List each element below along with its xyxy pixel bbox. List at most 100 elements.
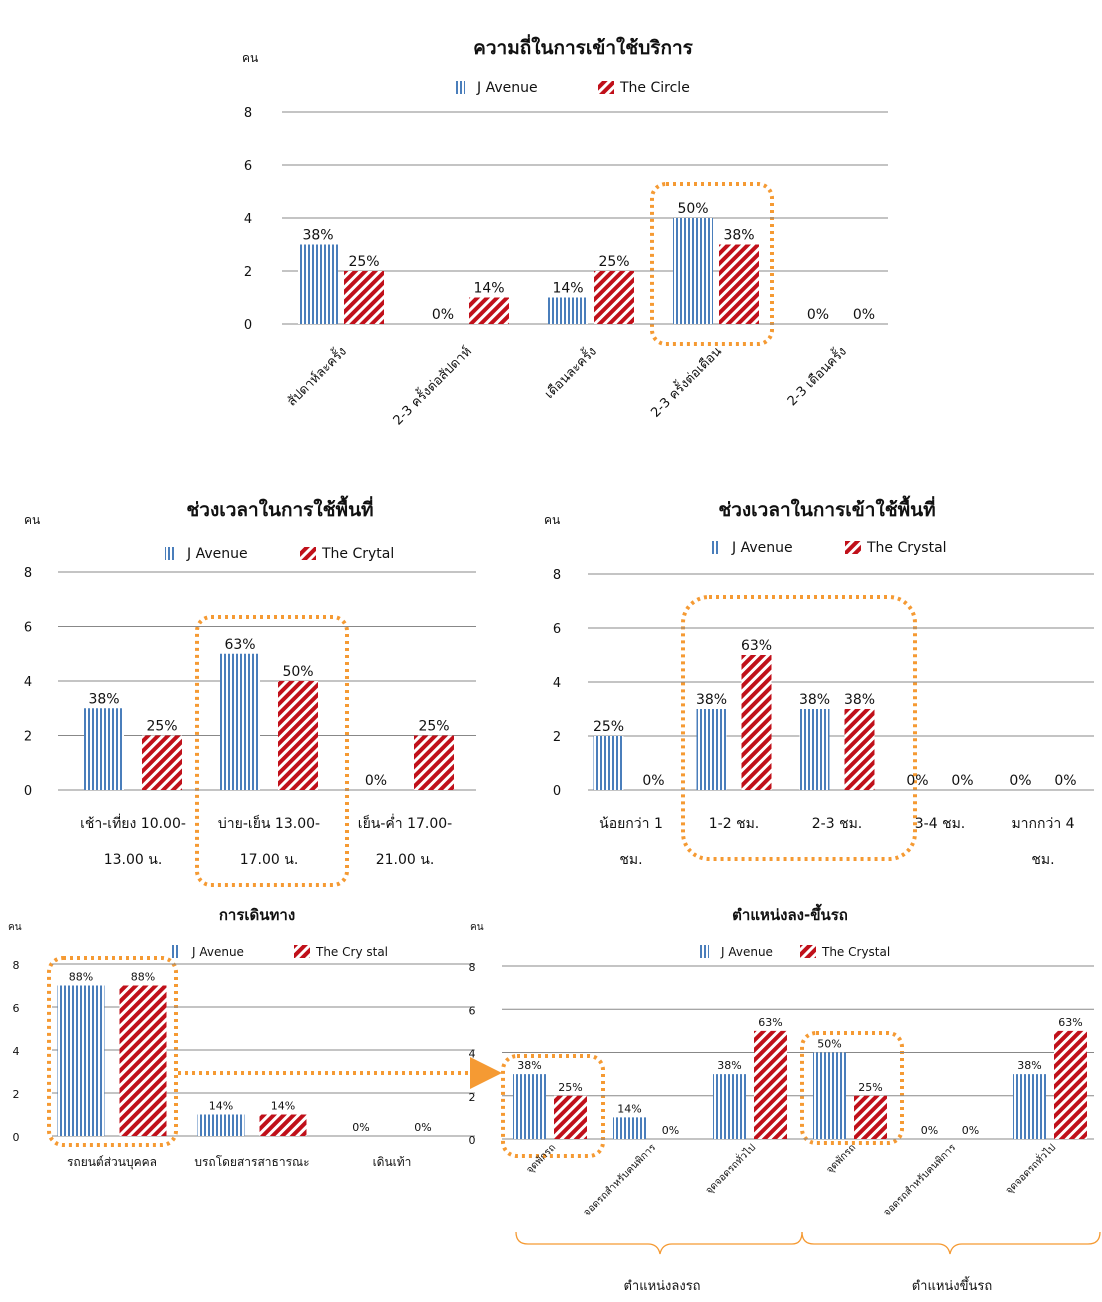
y-tick-label: 2 [469, 1091, 476, 1104]
bar [1054, 1031, 1087, 1139]
data-label: 25% [858, 1081, 882, 1094]
legend-label: J Avenue [731, 540, 793, 556]
legend-label: The Crytal [321, 546, 394, 562]
chart-title: การเดินทาง [219, 906, 295, 924]
legend-label: J Avenue [191, 945, 244, 959]
bar [613, 1117, 646, 1139]
legend-swatch [170, 945, 180, 958]
data-label: 0% [807, 307, 829, 323]
chart-2: ช่วงเวลาในการใช้พื้นที่คน02468J Avenue Th… [24, 495, 476, 868]
data-label: 25% [593, 719, 624, 735]
y-tick-label: 0 [553, 784, 561, 799]
x-tick-label: 2-3 ครั้งต่อเดือน [646, 342, 725, 421]
legend-swatch [294, 945, 310, 958]
legend-label: The Cry stal [315, 945, 388, 959]
y-tick-label: 8 [244, 106, 252, 121]
bar [813, 1053, 846, 1140]
data-label: 63% [224, 637, 255, 653]
x-tick-label: เดือนละครั้ง [540, 342, 600, 402]
y-tick-label: 8 [553, 568, 561, 583]
highlight-box [197, 617, 347, 885]
bar [84, 708, 124, 790]
legend-swatch [710, 541, 720, 554]
y-axis-label: คน [24, 513, 40, 527]
data-label: 0% [662, 1124, 679, 1137]
data-label: 38% [723, 228, 754, 244]
data-label: 0% [962, 1124, 979, 1137]
y-tick-label: 6 [244, 159, 252, 174]
data-label: 0% [853, 307, 875, 323]
x-tick-label: บรถโดยสารสาธารณะ [194, 1155, 309, 1169]
x-tick-label: 2-3 ครั้งต่อสัปดาห์ [388, 342, 474, 428]
x-tick-label: จุดพักรถ [525, 1142, 559, 1176]
x-tick-label: จุดพักรถ [825, 1142, 859, 1176]
legend-label: The Crystal [821, 945, 890, 959]
chart-title: ตำแหน่งลง-ขึ้นรถ [732, 903, 848, 924]
legend-label: J Avenue [186, 546, 248, 562]
y-tick-label: 0 [24, 784, 32, 799]
data-label: 38% [88, 691, 119, 707]
data-label: 0% [642, 773, 664, 789]
group-label: ตำแหน่งลงรถ [623, 1279, 700, 1294]
bar [198, 1115, 245, 1137]
bar [594, 736, 624, 790]
data-label: 50% [817, 1038, 841, 1051]
data-label: 0% [1054, 773, 1076, 789]
data-label: 38% [696, 692, 727, 708]
y-tick-label: 0 [13, 1131, 20, 1144]
x-tick-label: เย็น-ค่ำ 17.00- [358, 814, 452, 832]
bar [260, 1115, 307, 1137]
data-label: 0% [906, 773, 928, 789]
legend-label: The Crystal [866, 540, 947, 556]
data-label: 0% [1009, 773, 1031, 789]
data-label: 38% [517, 1059, 541, 1072]
bar [1013, 1074, 1046, 1139]
data-label: 14% [552, 281, 583, 297]
legend-swatch [300, 547, 316, 560]
x-tick-label: 17.00 น. [240, 852, 299, 868]
y-tick-label: 6 [469, 1004, 476, 1017]
bar [594, 271, 634, 324]
y-tick-label: 2 [244, 265, 252, 280]
bar [854, 1096, 887, 1139]
legend-label: The Circle [619, 80, 690, 96]
y-tick-label: 0 [244, 318, 252, 333]
data-label: 14% [209, 1100, 233, 1113]
data-label: 63% [758, 1016, 782, 1029]
bar [719, 245, 759, 325]
y-tick-label: 4 [553, 676, 561, 691]
data-label: 63% [741, 638, 772, 654]
group-brackets [516, 1232, 1100, 1254]
x-tick-label: รถยนต์ส่วนบุคคล [67, 1155, 157, 1170]
legend-swatch [455, 81, 465, 94]
data-label: 88% [69, 971, 93, 984]
bar [713, 1074, 746, 1139]
bracket-pick-up [802, 1232, 1100, 1254]
legend-swatch [598, 81, 614, 94]
x-tick-label: บ่าย-เย็น 13.00- [218, 814, 320, 832]
chart-title: ความถี่ในการเข้าใช้บริการ [473, 34, 693, 59]
bracket-drop-off [516, 1232, 802, 1254]
y-tick-label: 8 [469, 961, 476, 974]
x-tick-label: ชม. [1031, 852, 1054, 868]
legend-swatch [165, 547, 175, 560]
data-label: 38% [799, 692, 830, 708]
data-label: 0% [365, 773, 387, 789]
bar [120, 986, 167, 1137]
x-tick-label: เดินเท้า [373, 1155, 412, 1169]
y-tick-label: 6 [553, 622, 561, 637]
bar [58, 986, 105, 1137]
x-tick-label: เช้า-เที่ยง 10.00- [80, 814, 186, 832]
bar [298, 245, 338, 325]
y-tick-label: 2 [13, 1088, 20, 1101]
y-tick-label: 4 [24, 675, 32, 690]
bar [344, 271, 384, 324]
x-tick-label: 21.00 น. [376, 852, 435, 868]
y-tick-label: 6 [24, 621, 32, 636]
legend-label: J Avenue [720, 945, 773, 959]
bar [513, 1074, 546, 1139]
y-axis-label: คน [544, 513, 560, 527]
data-label: 38% [717, 1059, 741, 1072]
data-label: 25% [146, 719, 177, 735]
